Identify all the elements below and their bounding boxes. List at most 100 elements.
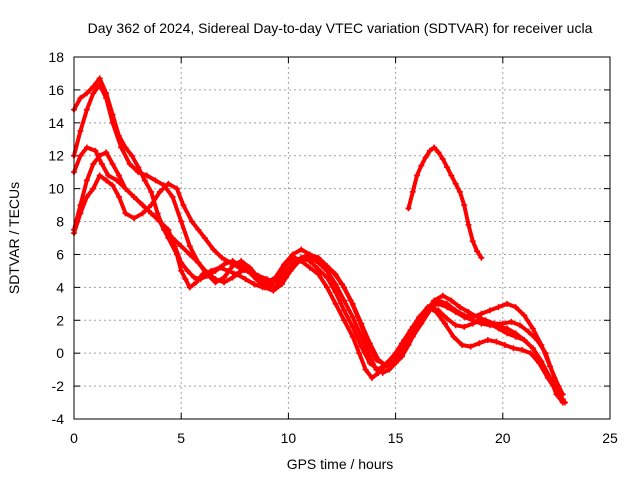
data-point	[90, 185, 97, 192]
data-point	[165, 180, 172, 187]
data-point	[546, 363, 553, 370]
data-point	[109, 160, 116, 167]
data-point	[270, 287, 277, 294]
data-point	[253, 276, 260, 283]
data-point	[191, 274, 198, 281]
data-point	[242, 276, 249, 283]
data-point	[356, 350, 363, 357]
data-point	[103, 149, 110, 156]
data-point	[332, 281, 339, 288]
data-point	[103, 90, 110, 97]
data-point	[227, 259, 234, 266]
data-point	[321, 264, 328, 271]
data-point	[450, 333, 457, 340]
data-point	[244, 267, 251, 274]
data-point	[341, 297, 348, 304]
data-point	[178, 218, 185, 225]
data-point	[90, 160, 97, 167]
data-point	[510, 345, 517, 352]
data-point	[238, 258, 245, 265]
series-trace-6	[405, 144, 485, 261]
data-point	[504, 330, 511, 337]
data-point	[416, 313, 423, 320]
y-tick-label: 12	[48, 148, 64, 164]
data-point	[109, 111, 116, 118]
data-point	[356, 317, 363, 324]
data-point	[499, 320, 506, 327]
data-point	[341, 317, 348, 324]
data-point	[469, 238, 476, 245]
data-point	[527, 350, 534, 357]
data-point	[435, 297, 442, 304]
data-point	[169, 193, 176, 200]
data-point	[323, 274, 330, 281]
data-point	[90, 90, 97, 97]
data-point	[401, 346, 408, 353]
data-point	[358, 343, 365, 350]
data-point	[424, 304, 431, 311]
data-point	[218, 254, 225, 261]
data-point	[474, 248, 481, 255]
series-line	[72, 150, 565, 405]
y-tick-label: 2	[56, 312, 64, 328]
data-point	[431, 144, 438, 151]
x-tick-label: 0	[70, 430, 78, 446]
data-point	[414, 172, 421, 179]
data-point	[83, 177, 90, 184]
data-point	[96, 172, 103, 179]
data-point	[444, 315, 451, 322]
data-point	[409, 333, 416, 340]
data-point	[373, 356, 380, 363]
data-point	[362, 366, 369, 373]
data-point	[469, 313, 476, 320]
data-point	[495, 304, 502, 311]
data-point	[544, 374, 551, 381]
data-point	[315, 266, 322, 273]
data-point	[128, 152, 135, 159]
series-trace-1	[71, 149, 566, 406]
data-point	[212, 276, 219, 283]
data-point	[154, 210, 161, 217]
data-point	[152, 177, 159, 184]
data-point	[478, 317, 485, 324]
data-point	[116, 172, 123, 179]
data-point	[456, 188, 463, 195]
data-point	[195, 226, 202, 233]
data-point	[476, 340, 483, 347]
data-point	[433, 309, 440, 316]
data-point	[126, 160, 133, 167]
data-point	[178, 259, 185, 266]
data-point	[103, 177, 110, 184]
data-point	[495, 325, 502, 332]
data-point	[90, 83, 97, 90]
data-point	[439, 292, 446, 299]
data-point	[122, 185, 129, 192]
data-point	[512, 304, 519, 311]
data-point	[452, 322, 459, 329]
data-point	[98, 160, 105, 167]
data-point	[171, 243, 178, 250]
data-point	[349, 333, 356, 340]
data-point	[536, 360, 543, 367]
series-line	[72, 76, 567, 405]
data-point	[364, 340, 371, 347]
data-point	[456, 304, 463, 311]
data-point	[525, 328, 532, 335]
data-point	[178, 267, 185, 274]
data-point	[306, 264, 313, 271]
data-point	[444, 300, 451, 307]
data-point	[461, 312, 468, 319]
x-axis-label: GPS time / hours	[287, 456, 394, 472]
y-tick-label: 18	[48, 49, 64, 65]
data-point	[255, 272, 262, 279]
data-point	[486, 320, 493, 327]
data-point	[186, 243, 193, 250]
data-point	[113, 177, 120, 184]
data-point	[116, 193, 123, 200]
data-point	[512, 333, 519, 340]
data-point	[193, 279, 200, 286]
data-point	[390, 353, 397, 360]
data-point	[448, 297, 455, 304]
data-point	[298, 246, 305, 253]
data-point	[221, 279, 228, 286]
